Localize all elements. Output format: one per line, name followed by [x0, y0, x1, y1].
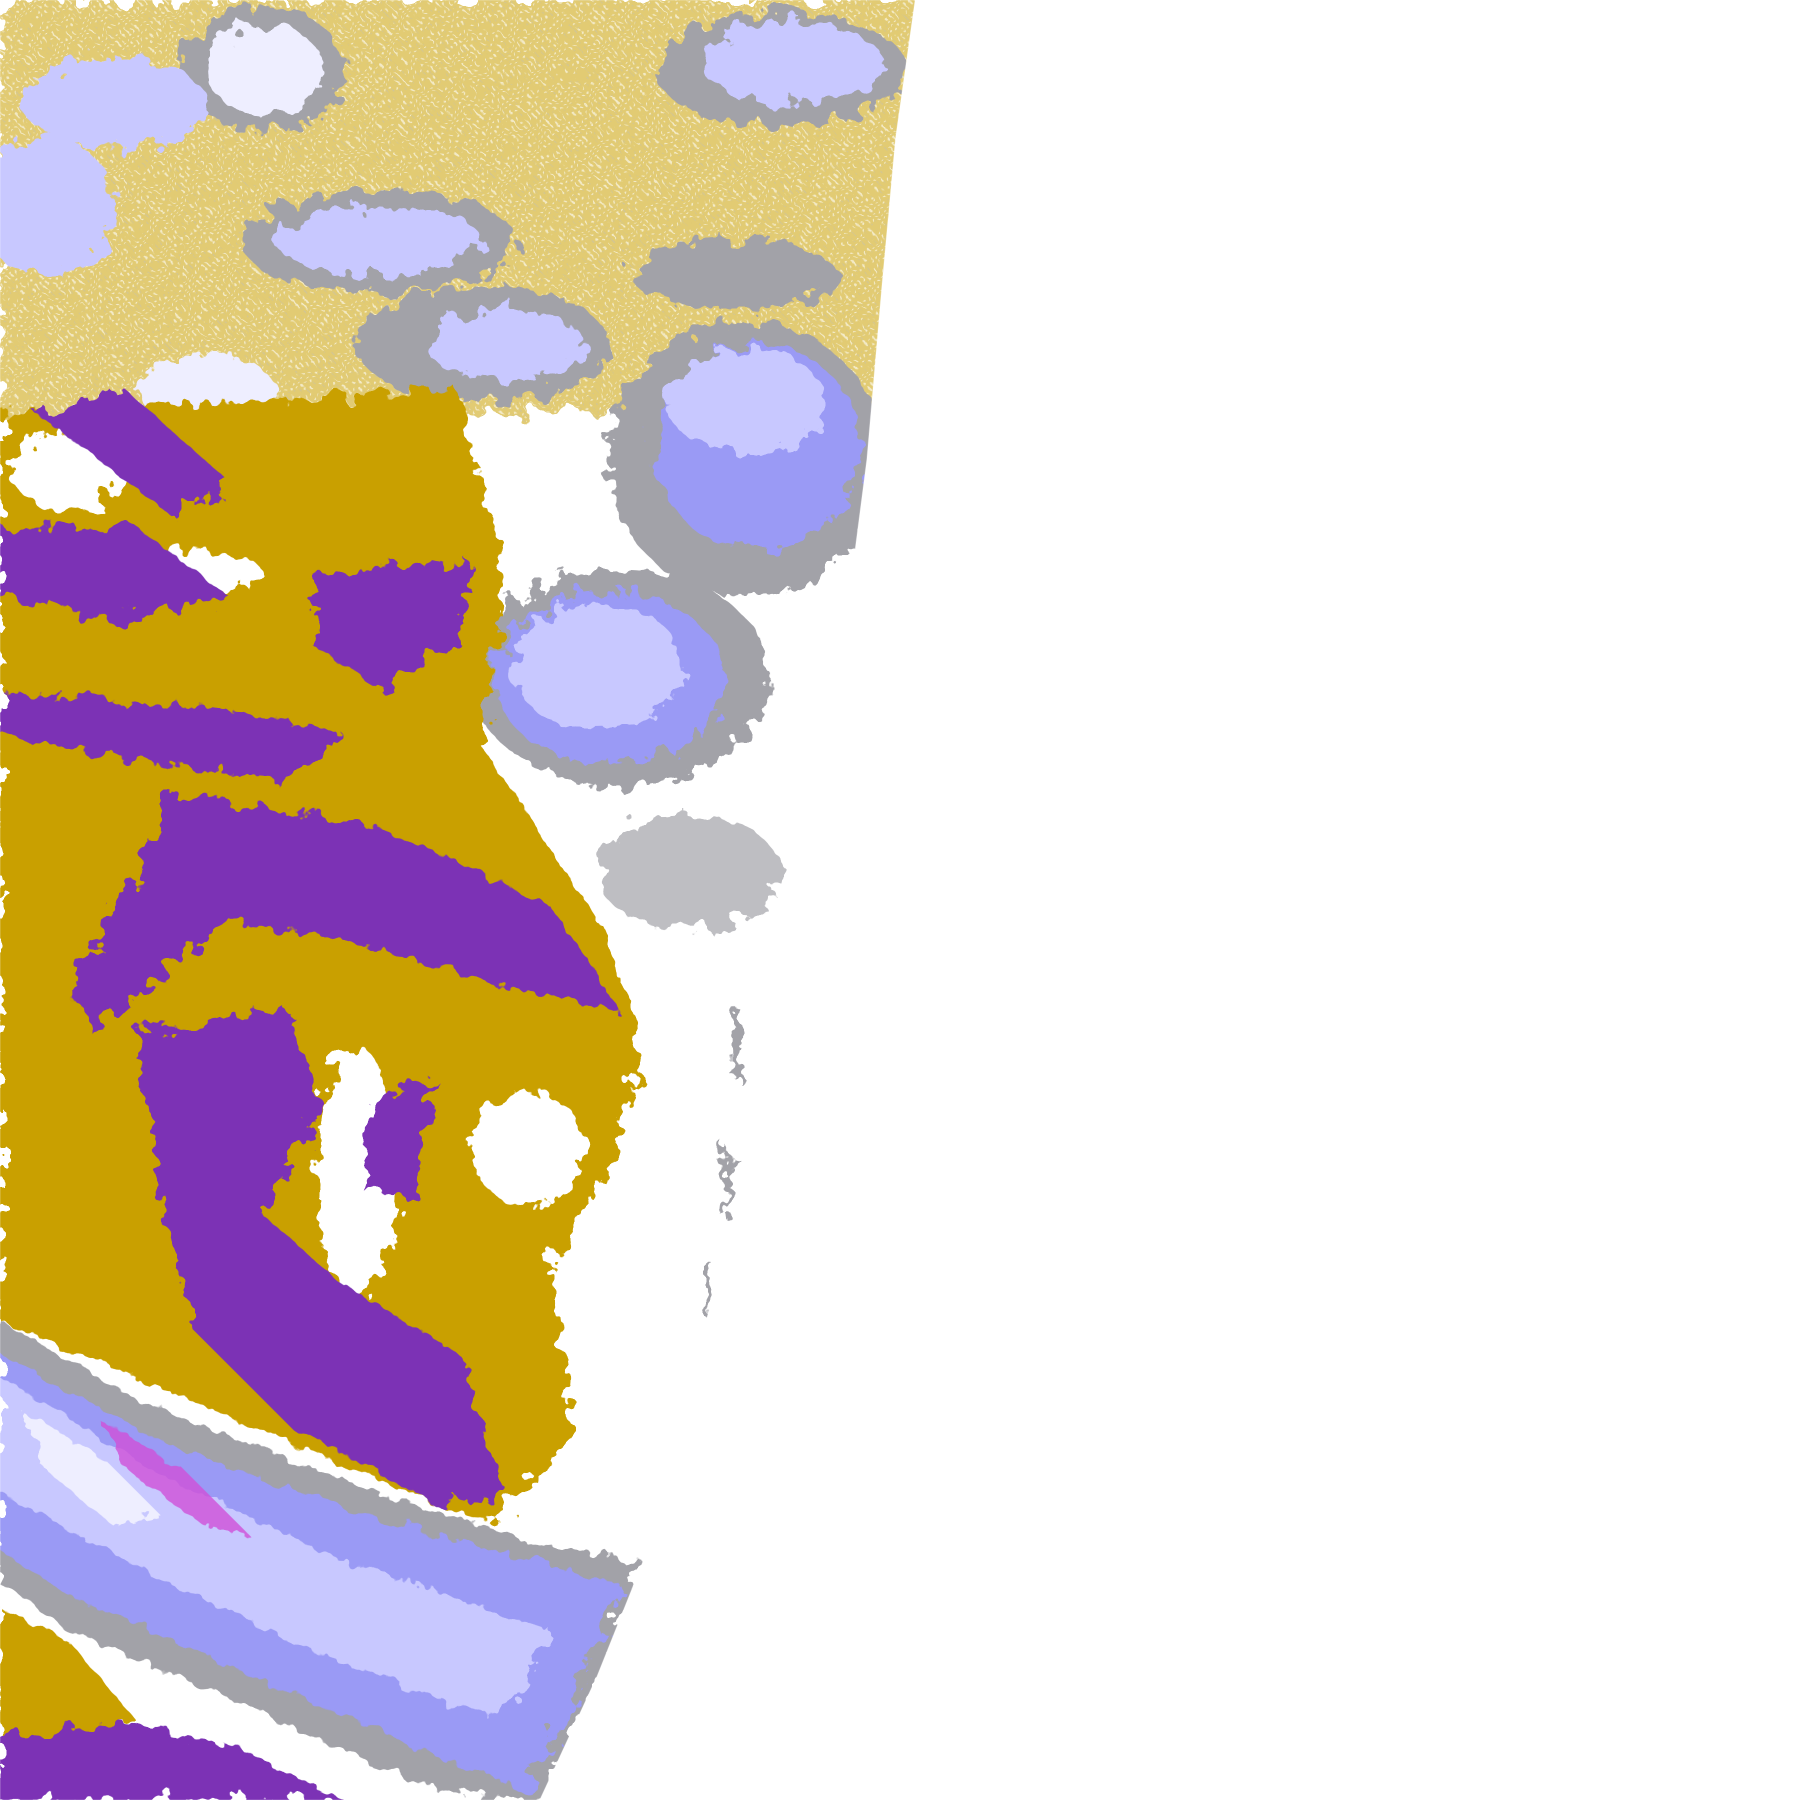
high-cloud [700, 22, 884, 104]
cloud-edge [631, 241, 839, 310]
high-cloud [22, 57, 207, 150]
mid-cloud [68, 792, 620, 1034]
mid-cloud [0, 688, 345, 781]
cloud-edge [596, 815, 781, 930]
high-cloud [665, 350, 827, 454]
mid-cloud [309, 562, 471, 689]
mid-cloud [34, 390, 230, 517]
cloud-edge [705, 1262, 712, 1321]
high-cloud [424, 309, 586, 379]
mixed-cloud [103, 1423, 253, 1539]
cloud-edge [723, 1147, 729, 1217]
low-cloud [0, 1607, 138, 1734]
southern-frontal-band [0, 1320, 643, 1800]
bright-cloud [22, 1411, 161, 1527]
cloud-edge [734, 1010, 742, 1080]
limb-fragments [705, 1010, 742, 1321]
high-cloud [510, 602, 684, 729]
low-cloud [0, 390, 643, 1527]
eastern-cloud-clusters [470, 321, 884, 930]
mid-cloud [367, 1079, 437, 1194]
mid-cloud [0, 528, 230, 620]
high-cloud [275, 206, 483, 276]
clear-sky [470, 1090, 586, 1206]
bright-cloud [206, 22, 322, 115]
high-cloud [0, 137, 115, 276]
mid-cloud [137, 1010, 506, 1504]
